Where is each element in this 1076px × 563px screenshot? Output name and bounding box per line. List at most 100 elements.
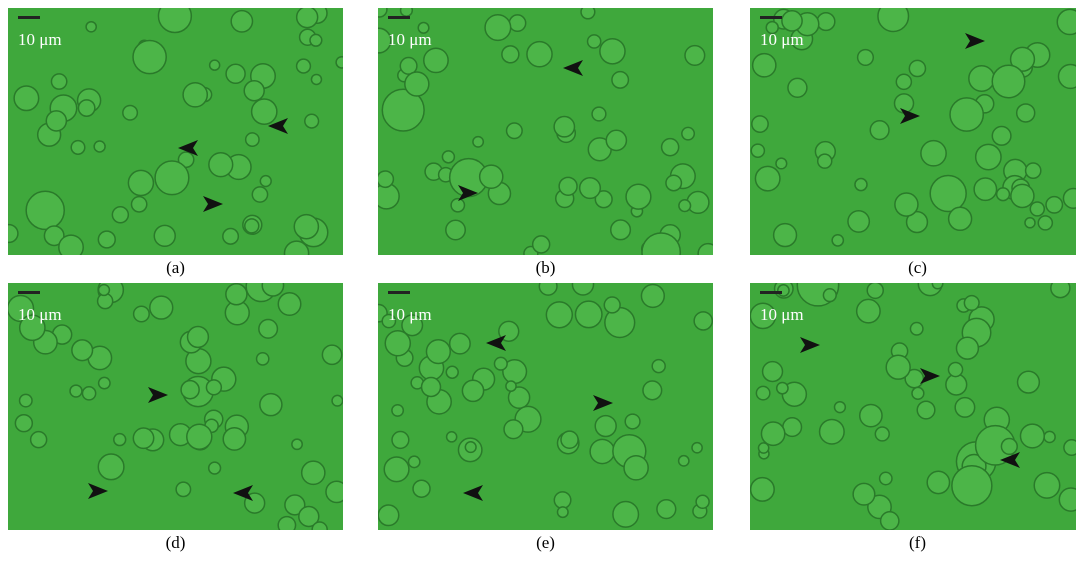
arrowhead — [593, 395, 613, 411]
cell — [94, 141, 105, 152]
cell — [886, 355, 910, 379]
cell — [1011, 184, 1034, 207]
cell — [698, 244, 713, 255]
cell — [832, 235, 843, 246]
micrograph: 10 μm — [378, 283, 713, 530]
cell — [969, 66, 995, 92]
scale-bar — [18, 291, 40, 294]
cell — [442, 151, 454, 163]
cell — [99, 285, 110, 296]
cell — [8, 225, 18, 243]
cell — [86, 22, 96, 32]
cell — [1059, 488, 1076, 511]
cell — [176, 482, 190, 496]
cell — [209, 462, 221, 474]
cell — [930, 176, 966, 212]
cell — [912, 387, 924, 399]
cell — [611, 220, 631, 240]
cell — [559, 177, 577, 195]
cell — [507, 123, 523, 139]
arrowhead — [965, 33, 985, 49]
cell — [1030, 202, 1044, 216]
cell — [600, 39, 625, 64]
arrowhead — [486, 335, 506, 351]
cell — [158, 8, 191, 33]
cell — [949, 207, 972, 230]
scale-label: 10 μm — [388, 30, 432, 50]
cell — [1058, 64, 1076, 88]
cell — [15, 415, 32, 432]
panel-label: (e) — [378, 533, 713, 553]
cell — [682, 127, 694, 139]
cell — [401, 8, 413, 16]
cell — [278, 293, 300, 315]
cell — [450, 333, 470, 353]
cell — [1051, 283, 1070, 298]
cell — [694, 312, 712, 330]
micrograph: 10 μm — [8, 8, 343, 255]
cell — [1044, 431, 1055, 442]
figure: 10 μm(a)10 μm(b)10 μm(c)10 μm(d)10 μm(e)… — [0, 0, 1076, 563]
cell — [950, 98, 983, 131]
cell — [818, 154, 832, 168]
cell — [71, 141, 85, 155]
cell — [696, 495, 709, 508]
cell — [502, 46, 519, 63]
cell — [1038, 216, 1052, 230]
cell — [292, 439, 302, 449]
cell — [1034, 473, 1059, 498]
cell — [927, 471, 949, 493]
cell — [98, 454, 124, 480]
cell — [297, 8, 318, 28]
cell — [539, 283, 557, 295]
cell — [685, 46, 705, 66]
cell — [378, 505, 398, 525]
cell — [297, 59, 311, 73]
cell — [252, 99, 277, 124]
cell — [485, 15, 511, 41]
cell — [226, 284, 247, 305]
cell — [181, 381, 199, 399]
cell — [561, 431, 578, 448]
cell — [154, 225, 175, 246]
cell — [956, 337, 978, 359]
scale-bar — [388, 16, 410, 19]
cell — [820, 419, 845, 444]
cell — [59, 235, 83, 255]
cell — [209, 153, 233, 177]
cell — [657, 500, 676, 519]
cell — [336, 57, 343, 68]
cell — [378, 171, 393, 187]
cell — [494, 357, 507, 370]
cell — [1046, 197, 1062, 213]
cell — [82, 387, 95, 400]
cell — [72, 340, 93, 361]
cell — [1017, 104, 1035, 122]
cell — [1026, 163, 1041, 178]
cell — [131, 197, 146, 212]
cell — [932, 283, 942, 289]
cell — [817, 13, 835, 31]
scale-bar — [388, 291, 410, 294]
panel-label: (d) — [8, 533, 343, 553]
cell — [14, 86, 39, 111]
micrograph: 10 μm — [750, 8, 1076, 255]
cell — [955, 398, 974, 417]
cell — [231, 11, 252, 32]
cell — [595, 416, 616, 437]
cell — [446, 366, 458, 378]
cell — [1020, 424, 1044, 448]
cell — [679, 456, 689, 466]
cell — [223, 428, 245, 450]
cell — [643, 381, 662, 400]
cell — [909, 60, 925, 76]
cell — [867, 283, 883, 298]
cell — [312, 522, 327, 530]
cell — [910, 323, 922, 335]
cell — [465, 442, 476, 453]
cell — [834, 402, 845, 413]
cell — [332, 395, 343, 406]
panel-label: (a) — [8, 258, 343, 278]
cell — [1018, 371, 1040, 393]
cell — [128, 170, 153, 195]
